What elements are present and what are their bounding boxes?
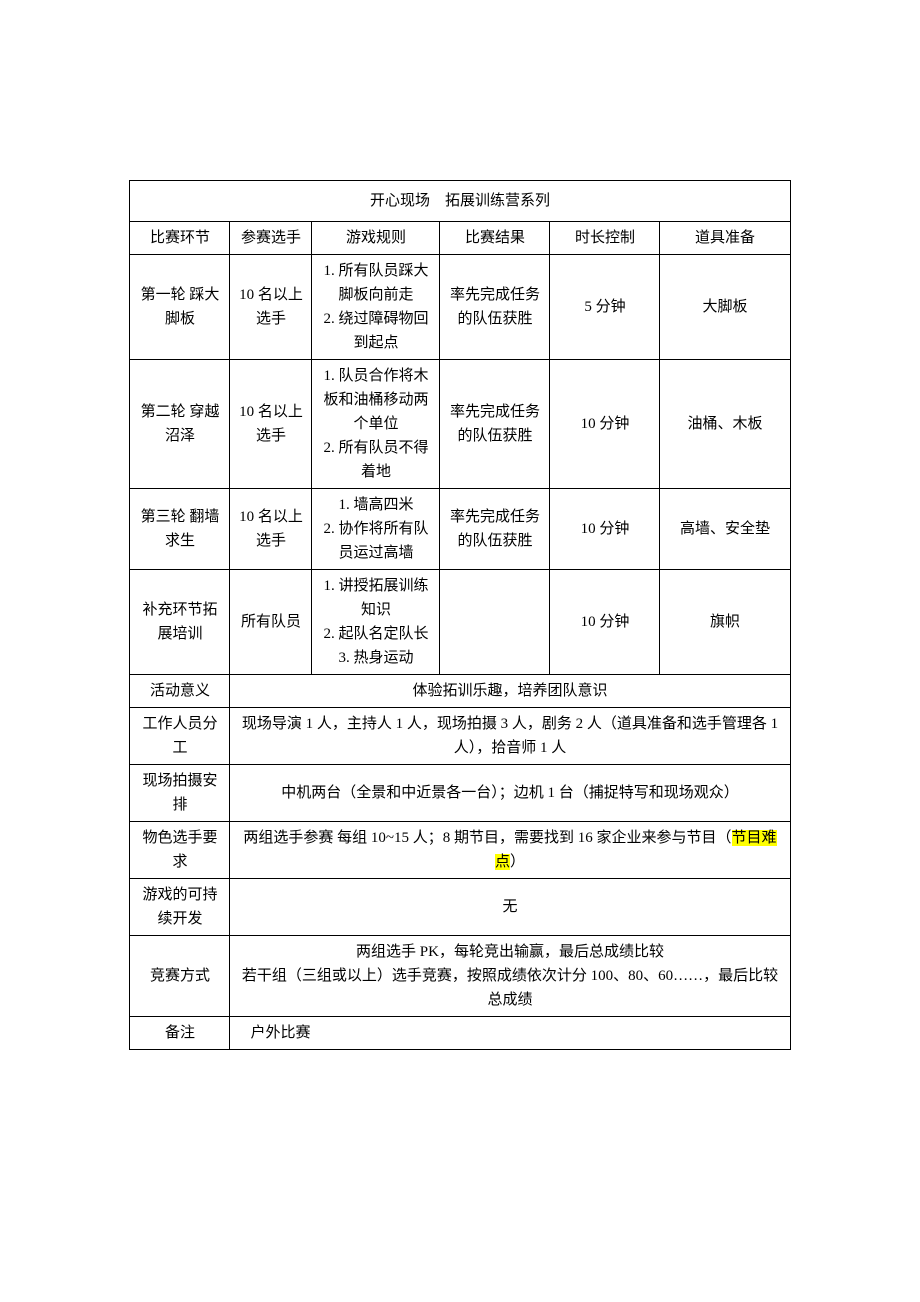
round-props: 大脚板 (660, 255, 790, 360)
sustain-row: 游戏的可持续开发 无 (130, 879, 790, 936)
compete-label: 竞赛方式 (130, 936, 230, 1017)
header-round: 比赛环节 (130, 222, 230, 255)
meaning-label: 活动意义 (130, 675, 230, 708)
round-rules: 1. 队员合作将木板和油桶移动两个单位 2. 所有队员不得着地 (312, 360, 440, 489)
round-duration: 10 分钟 (550, 489, 660, 570)
round-rules: 1. 所有队员踩大脚板向前走 2. 绕过障碍物回到起点 (312, 255, 440, 360)
round-duration: 10 分钟 (550, 570, 660, 675)
training-camp-table: 开心现场 拓展训练营系列 比赛环节 参赛选手 游戏规则 比赛结果 时长控制 道具… (129, 180, 790, 1050)
sustain-label: 游戏的可持续开发 (130, 879, 230, 936)
round-participants: 10 名以上选手 (230, 255, 312, 360)
filming-value: 中机两台（全景和中近景各一台）；边机 1 台（捕捉特写和现场观众） (230, 765, 790, 822)
header-participants: 参赛选手 (230, 222, 312, 255)
round-rules: 1. 墙高四米 2. 协作将所有队员运过高墙 (312, 489, 440, 570)
compete-value: 两组选手 PK，每轮竞出输赢，最后总成绩比较 若干组（三组或以上）选手竞赛，按照… (230, 936, 790, 1017)
round-props: 旗帜 (660, 570, 790, 675)
remark-row: 备注 户外比赛 (130, 1017, 790, 1050)
title-row: 开心现场 拓展训练营系列 (130, 181, 790, 222)
filming-label: 现场拍摄安排 (130, 765, 230, 822)
meaning-value: 体验拓训乐趣，培养团队意识 (230, 675, 790, 708)
remark-value: 户外比赛 (230, 1017, 790, 1050)
round-props: 高墙、安全垫 (660, 489, 790, 570)
round-name: 补充环节拓展培训 (130, 570, 230, 675)
round-name: 第二轮 穿越沼泽 (130, 360, 230, 489)
round-row: 第一轮 踩大脚板 10 名以上选手 1. 所有队员踩大脚板向前走 2. 绕过障碍… (130, 255, 790, 360)
material-row: 物色选手要求 两组选手参赛 每组 10~15 人；8 期节目，需要找到 16 家… (130, 822, 790, 879)
round-row: 第二轮 穿越沼泽 10 名以上选手 1. 队员合作将木板和油桶移动两个单位 2.… (130, 360, 790, 489)
material-value: 两组选手参赛 每组 10~15 人；8 期节目，需要找到 16 家企业来参与节目… (230, 822, 790, 879)
material-text-post: ） (510, 854, 525, 870)
material-label: 物色选手要求 (130, 822, 230, 879)
sustain-value: 无 (230, 879, 790, 936)
header-result: 比赛结果 (440, 222, 550, 255)
round-row: 补充环节拓展培训 所有队员 1. 讲授拓展训练知识 2. 起队名定队长 3. 热… (130, 570, 790, 675)
round-name: 第一轮 踩大脚板 (130, 255, 230, 360)
round-result: 率先完成任务 的队伍获胜 (440, 255, 550, 360)
compete-row: 竞赛方式 两组选手 PK，每轮竞出输赢，最后总成绩比较 若干组（三组或以上）选手… (130, 936, 790, 1017)
staff-value: 现场导演 1 人，主持人 1 人，现场拍摄 3 人，剧务 2 人（道具准备和选手… (230, 708, 790, 765)
meaning-row: 活动意义 体验拓训乐趣，培养团队意识 (130, 675, 790, 708)
round-duration: 5 分钟 (550, 255, 660, 360)
round-name: 第三轮 翻墙求生 (130, 489, 230, 570)
table-title: 开心现场 拓展训练营系列 (130, 181, 790, 222)
round-rules: 1. 讲授拓展训练知识 2. 起队名定队长 3. 热身运动 (312, 570, 440, 675)
header-props: 道具准备 (660, 222, 790, 255)
staff-row: 工作人员分工 现场导演 1 人，主持人 1 人，现场拍摄 3 人，剧务 2 人（… (130, 708, 790, 765)
remark-label: 备注 (130, 1017, 230, 1050)
round-props: 油桶、木板 (660, 360, 790, 489)
round-row: 第三轮 翻墙求生 10 名以上选手 1. 墙高四米 2. 协作将所有队员运过高墙… (130, 489, 790, 570)
round-duration: 10 分钟 (550, 360, 660, 489)
filming-row: 现场拍摄安排 中机两台（全景和中近景各一台）；边机 1 台（捕捉特写和现场观众） (130, 765, 790, 822)
round-participants: 10 名以上选手 (230, 360, 312, 489)
header-rules: 游戏规则 (312, 222, 440, 255)
header-duration: 时长控制 (550, 222, 660, 255)
round-participants: 所有队员 (230, 570, 312, 675)
material-text-pre: 两组选手参赛 每组 10~15 人；8 期节目，需要找到 16 家企业来参与节目… (243, 830, 731, 846)
round-result: 率先完成任务 的队伍获胜 (440, 360, 550, 489)
staff-label: 工作人员分工 (130, 708, 230, 765)
round-result: 率先完成任务 的队伍获胜 (440, 489, 550, 570)
round-result (440, 570, 550, 675)
header-row: 比赛环节 参赛选手 游戏规则 比赛结果 时长控制 道具准备 (130, 222, 790, 255)
round-participants: 10 名以上选手 (230, 489, 312, 570)
